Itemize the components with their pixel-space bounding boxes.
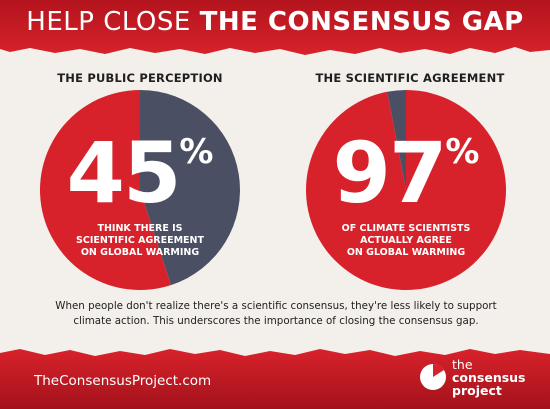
scientific-agreement-pie-chart: 97% OF CLIMATE SCIENTISTS ACTUALLY AGREE…: [303, 87, 509, 293]
public-perception-percent-value: 45: [66, 124, 182, 222]
header-banner: [0, 0, 550, 60]
logo-line: project: [452, 383, 502, 398]
explanation-line: When people don't realize there's a scie…: [55, 300, 497, 312]
logo-line: consensus: [452, 370, 526, 385]
public-perception-pie-svg: [39, 90, 240, 290]
scientific-agreement-percent: 97%: [303, 131, 509, 215]
public-perception-pie-chart: 45% THINK THERE IS SCIENTIFIC AGREEMENT …: [37, 87, 243, 293]
scientific-agreement-title: THE SCIENTIFIC AGREEMENT: [315, 71, 505, 85]
public-perception-caption: THINK THERE IS SCIENTIFIC AGREEMENT ON G…: [37, 223, 243, 259]
consensus-project-logo: the consensus project: [418, 358, 538, 402]
scientific-agreement-percent-value: 97: [332, 124, 448, 222]
footer-banner-shape: [0, 349, 550, 409]
scientific-agreement-caption-line: OF CLIMATE SCIENTISTS: [341, 223, 471, 234]
public-perception-caption-line: THINK THERE IS: [97, 223, 183, 234]
public-perception-caption-line: SCIENTIFIC AGREEMENT: [76, 235, 204, 246]
page-title-bold: THE CONSENSUS GAP: [199, 7, 524, 37]
explanation-text: When people don't realize there's a scie…: [20, 299, 532, 329]
page-title-light: HELP CLOSE: [26, 7, 191, 37]
footer-banner: [0, 345, 550, 409]
scientific-agreement-caption-line: ACTUALLY AGREE: [360, 235, 452, 246]
public-perception-pie-slice-0: [140, 90, 240, 286]
scientific-agreement-pie-svg: [306, 90, 506, 290]
public-perception-percent: 45%: [37, 131, 243, 215]
public-perception-percent-sign: %: [179, 132, 214, 172]
scientific-agreement-caption: OF CLIMATE SCIENTISTS ACTUALLY AGREE ON …: [303, 223, 509, 259]
explanation-line: climate action. This underscores the imp…: [73, 315, 479, 327]
public-perception-pie-slice-1: [39, 90, 171, 290]
logo-text: the consensus project: [452, 358, 526, 397]
header-banner-shape: [0, 0, 550, 55]
logo-line: the: [452, 357, 473, 372]
scientific-agreement-caption-line: ON GLOBAL WARMING: [346, 247, 466, 258]
public-perception-caption-line: ON GLOBAL WARMING: [80, 247, 200, 258]
scientific-agreement-pie-slice-1: [387, 90, 406, 190]
page-title: HELP CLOSE THE CONSENSUS GAP: [0, 7, 550, 37]
website-link[interactable]: TheConsensusProject.com: [34, 373, 212, 389]
consensus-pie-logo-icon: [420, 363, 446, 390]
scientific-agreement-percent-sign: %: [445, 132, 480, 172]
public-perception-title: THE PUBLIC PERCEPTION: [57, 71, 223, 85]
